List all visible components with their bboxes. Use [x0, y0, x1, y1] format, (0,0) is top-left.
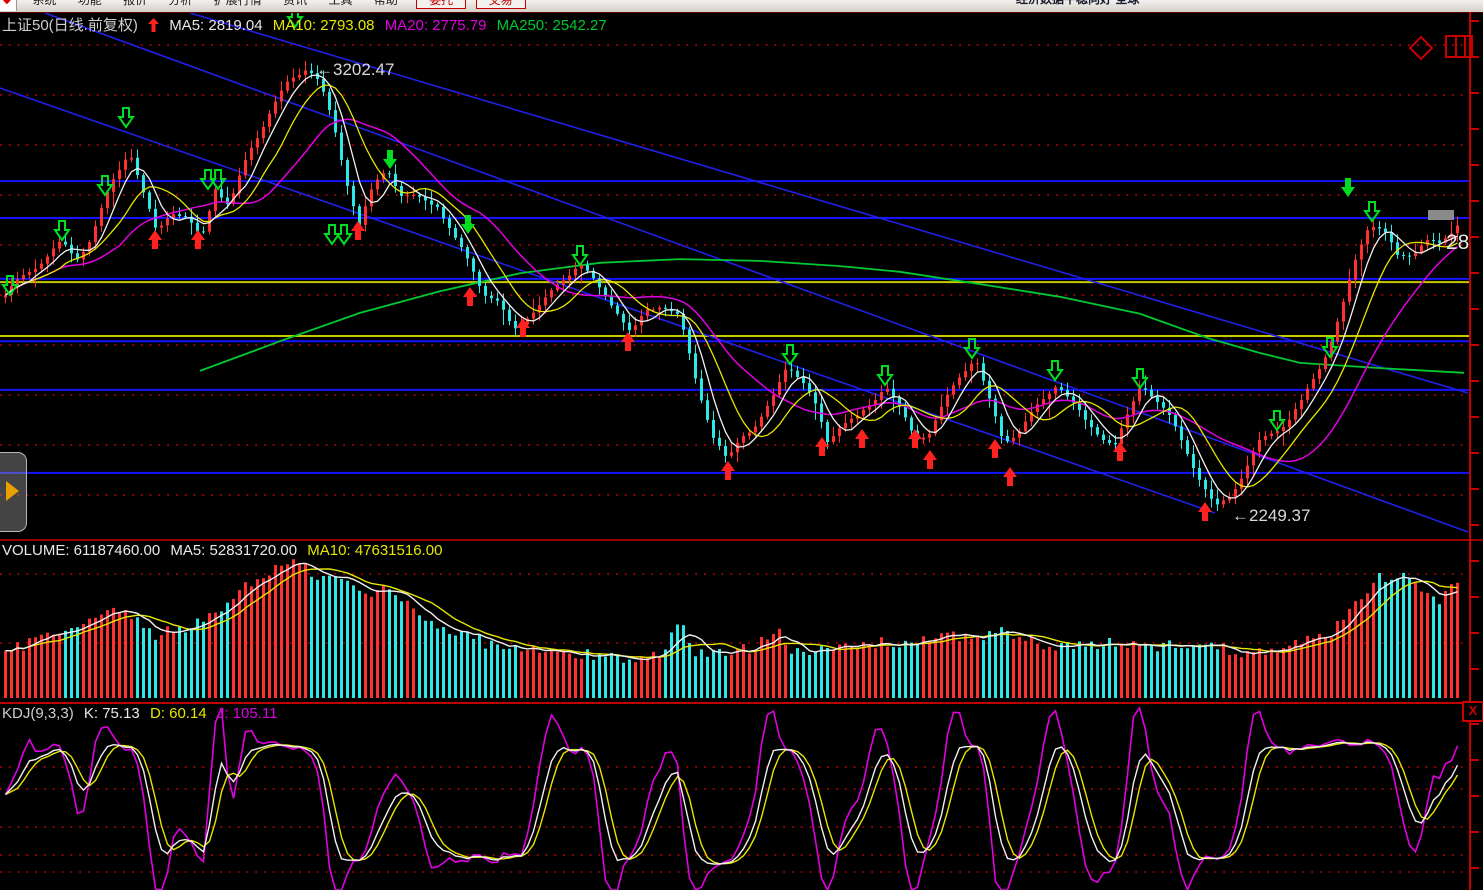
kdj-panel[interactable]: KDJ(9,3,3) K: 75.13 D: 60.14 J: 105.11: [0, 702, 1483, 890]
volume-ma10: MA10: 47631516.00: [307, 542, 443, 559]
indicator-close-button[interactable]: X: [1462, 701, 1483, 722]
app-icon[interactable]: ◆: [0, 0, 17, 11]
menu-row: 系统 功能 报价 分析 扩展行情 资讯 工具 帮助 委托 交易: [0, 0, 526, 9]
menu-item-system[interactable]: 系统: [32, 0, 57, 7]
sidebar-expand-tab[interactable]: [0, 452, 27, 532]
legend-ma250: MA250: 2542.27: [496, 17, 607, 34]
volume-svg[interactable]: [0, 541, 1483, 700]
menu-item-trade[interactable]: 交易: [475, 0, 526, 9]
menu-item-extended[interactable]: 扩展行情: [213, 0, 262, 7]
kdj-j-value: J: 105.11: [216, 705, 278, 722]
menu-item-order[interactable]: 委托: [416, 0, 467, 9]
kdj-d-value: D: 60.14: [149, 705, 207, 722]
peak-price-label: ←3202.47: [316, 60, 394, 79]
menu-item-quotes[interactable]: 报价: [123, 0, 148, 7]
main-chart-svg[interactable]: ←3202.47 ←2249.37 28: [0, 13, 1483, 540]
axis-price-label: 28: [1446, 231, 1469, 254]
symbol-title: 上证50(日线.前复权): [2, 17, 138, 34]
volume-panel[interactable]: VOLUME: 61187460.00 MA5: 52831720.00 MA1…: [0, 539, 1483, 702]
menu-item-tools[interactable]: 工具: [328, 0, 353, 7]
menu-item-news[interactable]: 资讯: [283, 0, 308, 7]
up-arrow-icon: [148, 17, 163, 34]
diamond-icon[interactable]: [1408, 35, 1434, 66]
menu-item-function[interactable]: 功能: [77, 0, 102, 7]
kdj-k-value: K: 75.13: [83, 705, 140, 722]
kdj-name: KDJ(9,3,3): [2, 705, 74, 722]
low-price-label: ←2249.37: [1232, 506, 1310, 525]
multi-window-icon[interactable]: [1444, 34, 1474, 64]
main-chart-title-bar: 上证50(日线.前复权) MA5: 2819.04 MA10: 2793.08 …: [2, 14, 613, 35]
menu-item-help[interactable]: 帮助: [373, 0, 398, 7]
news-ticker: 经济数据平稳向好 全球: [1016, 0, 1139, 7]
kdj-title-bar: KDJ(9,3,3) K: 75.13 D: 60.14 J: 105.11: [2, 705, 283, 722]
menu-item-analysis[interactable]: 分析: [168, 0, 193, 7]
volume-title-bar: VOLUME: 61187460.00 MA5: 52831720.00 MA1…: [2, 542, 448, 559]
kdj-svg[interactable]: [0, 704, 1483, 890]
volume-value: VOLUME: 61187460.00: [2, 542, 161, 559]
last-price-marker: [1428, 210, 1454, 220]
volume-ma5: MA5: 52831720.00: [170, 542, 298, 559]
legend-ma5: MA5: 2819.04: [169, 17, 263, 34]
expand-arrow-icon: [6, 481, 19, 501]
legend-ma20: MA20: 2775.79: [384, 17, 487, 34]
legend-ma10: MA10: 2793.08: [272, 17, 375, 34]
price-axis-line: [1469, 12, 1471, 890]
main-chart-panel[interactable]: 上证50(日线.前复权) MA5: 2819.04 MA10: 2793.08 …: [0, 12, 1483, 540]
